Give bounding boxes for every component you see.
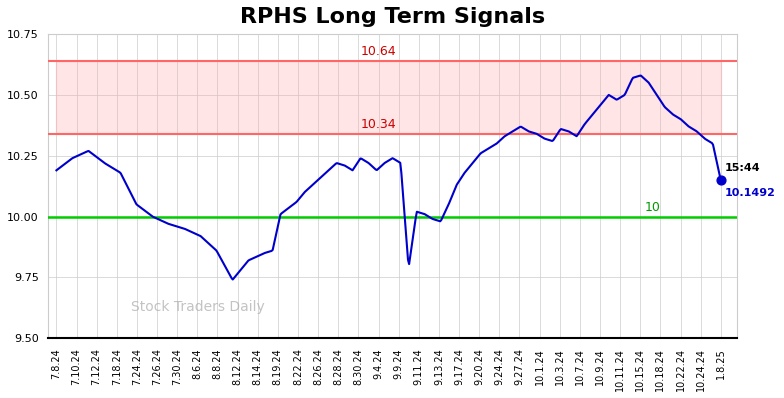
Text: 10.34: 10.34	[361, 118, 397, 131]
Text: 10.1492: 10.1492	[724, 187, 775, 197]
Text: 15:44: 15:44	[724, 163, 760, 173]
Text: Stock Traders Daily: Stock Traders Daily	[131, 300, 265, 314]
Text: 10.64: 10.64	[361, 45, 397, 59]
Text: 10: 10	[644, 201, 660, 214]
Point	[714, 177, 727, 183]
Title: RPHS Long Term Signals: RPHS Long Term Signals	[240, 7, 545, 27]
